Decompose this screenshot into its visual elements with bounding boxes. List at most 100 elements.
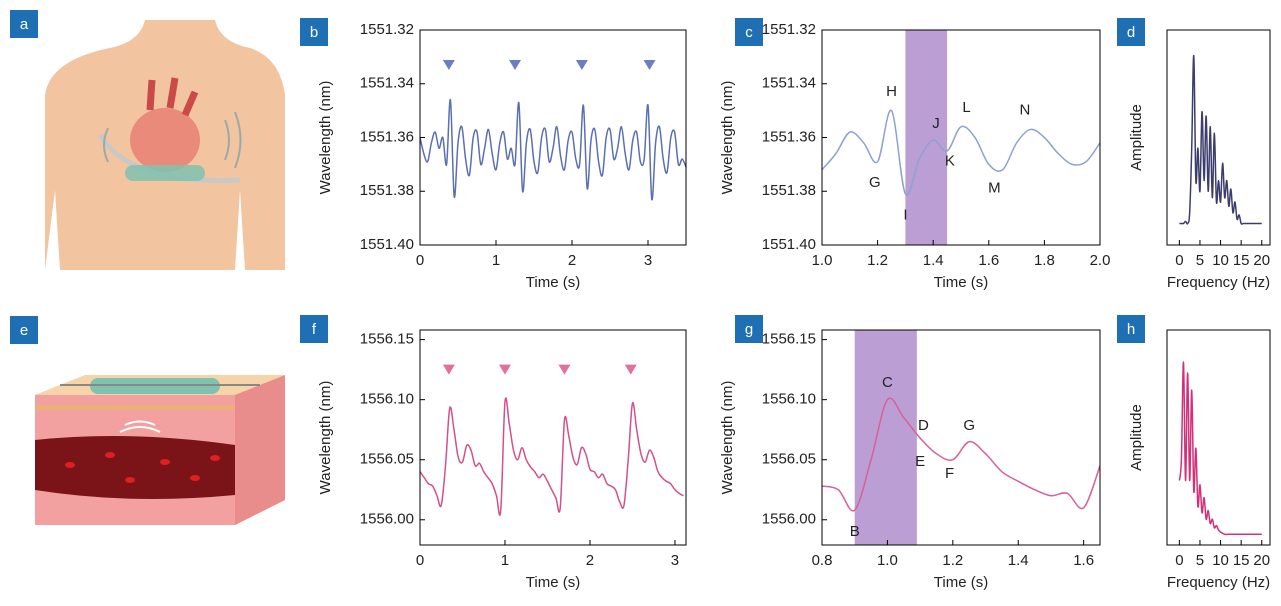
y-tick-label: 1551.38 bbox=[360, 182, 414, 199]
frame bbox=[1166, 29, 1271, 246]
x-axis-label: Time (s) bbox=[526, 274, 580, 291]
data-line bbox=[420, 397, 684, 516]
y-tick-label: 1556.00 bbox=[762, 511, 816, 528]
panel-label: g bbox=[745, 321, 753, 338]
panel-label-box bbox=[735, 18, 763, 46]
y-tick-label: 1556.15 bbox=[762, 331, 816, 348]
y-tick-label: 1556.15 bbox=[360, 331, 414, 348]
plot-area bbox=[1179, 55, 1262, 225]
y-tick-label: 1551.38 bbox=[762, 182, 816, 199]
panel-label: c bbox=[745, 24, 753, 41]
annotation: F bbox=[945, 465, 954, 482]
panel-label-box bbox=[1117, 315, 1145, 343]
annotation: K bbox=[945, 153, 955, 170]
annotation: M bbox=[988, 180, 1001, 197]
frame bbox=[821, 29, 1101, 246]
y-axis-label: Wavelength (nm) bbox=[317, 81, 334, 195]
panel-label-box bbox=[10, 10, 38, 38]
plot-area bbox=[822, 397, 1100, 512]
x-axis-label: Time (s) bbox=[934, 274, 988, 291]
panel-label-box bbox=[735, 315, 763, 343]
panel-label: h bbox=[1127, 321, 1135, 338]
panel-f: f 0 1 2 3 1556.00 1556.05 1556.10 1556.15 Time (s… bbox=[300, 315, 687, 591]
annotation: I bbox=[903, 206, 907, 223]
panel-g: g B C D E F G 0.8 1.0 1.2 1.4 1.6 1556.00 1556.05 1556… bbox=[719, 315, 1101, 591]
highlight-band bbox=[905, 30, 948, 245]
y-tick-label: 1551.40 bbox=[762, 236, 816, 253]
panel-label: d bbox=[1127, 24, 1135, 41]
x-tick-label: 10 bbox=[1212, 552, 1229, 569]
y-tick-label: 1551.32 bbox=[360, 21, 414, 38]
beat-marker bbox=[575, 59, 588, 70]
x-tick-label: 1.8 bbox=[1034, 252, 1055, 269]
plot-area bbox=[420, 99, 686, 201]
waves bbox=[119, 420, 161, 433]
panel-label: e bbox=[20, 322, 28, 339]
x-tick-label: 0 bbox=[1175, 252, 1183, 269]
blood-cells bbox=[65, 452, 220, 483]
heart bbox=[130, 108, 200, 172]
y-axis-label: Amplitude bbox=[1128, 104, 1145, 171]
panel-label-box bbox=[300, 18, 328, 46]
sensor bbox=[125, 165, 205, 181]
panel-b: b 0 1 2 3 1551.32 1551.34 1551.36 1551.38 1551.40… bbox=[300, 18, 687, 291]
x-tick-label: 1.0 bbox=[877, 552, 898, 569]
beat-marker bbox=[558, 364, 571, 375]
panel-label: a bbox=[20, 16, 29, 33]
x-tick-label: 1 bbox=[492, 252, 500, 269]
x-tick-label: 1.4 bbox=[923, 252, 944, 269]
x-axis-label: Frequency (Hz) bbox=[1167, 274, 1270, 291]
x-tick-label: 3 bbox=[644, 252, 652, 269]
y-tick-label: 1551.36 bbox=[762, 128, 816, 145]
x-tick-label: 1.2 bbox=[942, 552, 963, 569]
frame bbox=[821, 329, 1101, 546]
annotation: J bbox=[932, 115, 940, 132]
illustration-e: e bbox=[10, 316, 285, 525]
x-tick-label: 15 bbox=[1233, 552, 1250, 569]
illustration-a: a bbox=[10, 10, 285, 270]
x-tick-label: 15 bbox=[1233, 252, 1250, 269]
annotation: G bbox=[869, 174, 881, 191]
x-axis-label: Time (s) bbox=[526, 574, 580, 591]
y-tick-label: 1551.32 bbox=[762, 21, 816, 38]
x-tick-label: 3 bbox=[671, 552, 679, 569]
annotation: L bbox=[962, 99, 970, 116]
panel-d: d 0 5 10 15 20 Frequency (Hz) Amplitude bbox=[1117, 18, 1271, 291]
x-tick-label: 1.0 bbox=[812, 252, 833, 269]
x-tick-label: 10 bbox=[1212, 252, 1229, 269]
annotation: H bbox=[886, 83, 897, 100]
y-tick-label: 1551.36 bbox=[360, 128, 414, 145]
skin-layer bbox=[35, 385, 285, 410]
annotation: D bbox=[918, 417, 929, 434]
x-tick-label: 0 bbox=[416, 252, 424, 269]
y-tick-label: 1551.34 bbox=[360, 75, 414, 92]
plot-area bbox=[1178, 361, 1262, 536]
y-axis-label: Wavelength (nm) bbox=[317, 381, 334, 495]
panel-label: b bbox=[310, 24, 318, 41]
plot-area bbox=[420, 397, 684, 516]
x-tick-label: 0 bbox=[1175, 552, 1183, 569]
y-tick-label: 1556.10 bbox=[360, 391, 414, 408]
x-tick-label: 1 bbox=[501, 552, 509, 569]
x-axis-label: Time (s) bbox=[934, 574, 988, 591]
annotation: B bbox=[850, 523, 860, 540]
y-axis-label: Wavelength (nm) bbox=[719, 81, 736, 195]
beat-marker bbox=[509, 59, 521, 70]
x-tick-label: 1.6 bbox=[978, 252, 999, 269]
waves bbox=[103, 111, 242, 169]
x-tick-label: 20 bbox=[1253, 552, 1270, 569]
annotation: C bbox=[882, 374, 893, 391]
beat-marker bbox=[624, 364, 637, 375]
x-tick-label: 1.2 bbox=[867, 252, 888, 269]
plot-area bbox=[822, 109, 1100, 196]
y-tick-label: 1551.40 bbox=[360, 236, 414, 253]
x-tick-label: 0.8 bbox=[812, 552, 833, 569]
y-tick-label: 1556.05 bbox=[762, 451, 816, 468]
x-tick-label: 1.4 bbox=[1008, 552, 1029, 569]
x-tick-label: 5 bbox=[1196, 552, 1204, 569]
data-line bbox=[1179, 55, 1262, 225]
y-tick-label: 1556.10 bbox=[762, 391, 816, 408]
panel-c: c G H I J K L M N 1.0 1.2 1.4 1.6 1.8 2.0 1551.32 1551.3… bbox=[719, 18, 1110, 291]
data-line bbox=[822, 397, 1100, 512]
